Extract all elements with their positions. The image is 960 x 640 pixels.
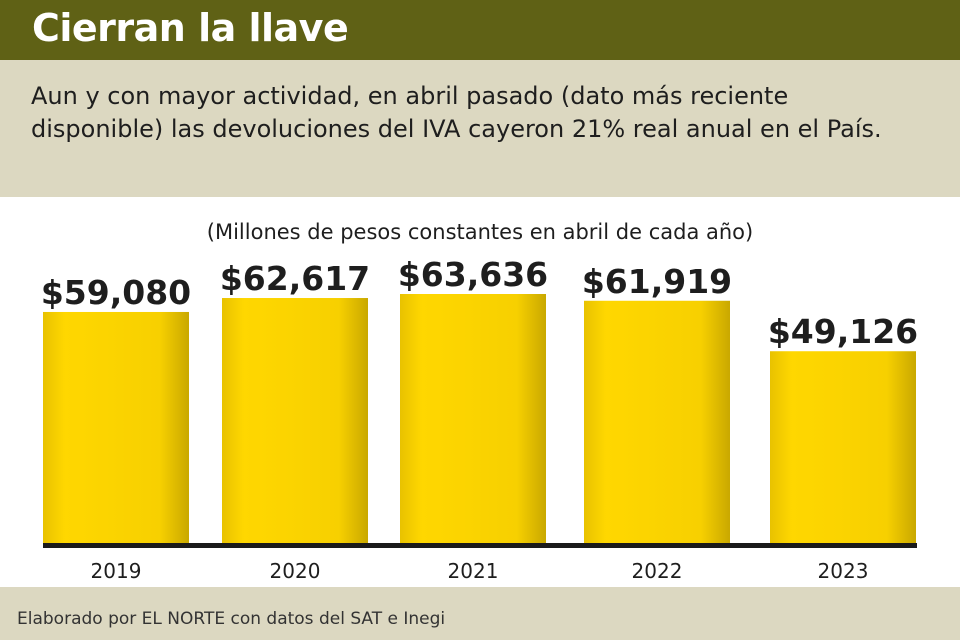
bar-chart: $59,080 2019 $62,617 2020 $63,636 2021 $61,919… [41, 255, 918, 583]
value-label: $61,919 [582, 262, 732, 301]
value-label: $49,126 [768, 312, 918, 351]
bar-2020 [222, 298, 368, 545]
source-note: Elaborado por EL NORTE con datos del SAT… [17, 609, 446, 629]
footer-band: Elaborado por EL NORTE con datos del SAT… [0, 587, 960, 640]
x-tick-label: 2022 [632, 559, 683, 583]
x-axis-line [43, 543, 917, 548]
x-tick-label: 2021 [448, 559, 499, 583]
subtitle-text: Aun y con mayor actividad, en abril pasa… [31, 82, 882, 143]
header-band: Cierran la llave [0, 0, 960, 60]
value-label: $62,617 [220, 259, 370, 298]
bar-2022 [584, 300, 730, 545]
value-label: $59,080 [41, 273, 191, 312]
value-label: $63,636 [398, 255, 548, 294]
x-tick-label: 2019 [91, 559, 142, 583]
units-label: (Millones de pesos constantes en abril d… [206, 220, 754, 244]
bar-2023 [770, 351, 916, 545]
x-tick-label: 2020 [270, 559, 321, 583]
bar-2021 [400, 294, 546, 545]
subtitle-band: Aun y con mayor actividad, en abril pasa… [0, 60, 960, 197]
bar-2019 [43, 311, 189, 545]
x-tick-label: 2023 [818, 559, 869, 583]
chart-title: Cierran la llave [32, 6, 349, 50]
